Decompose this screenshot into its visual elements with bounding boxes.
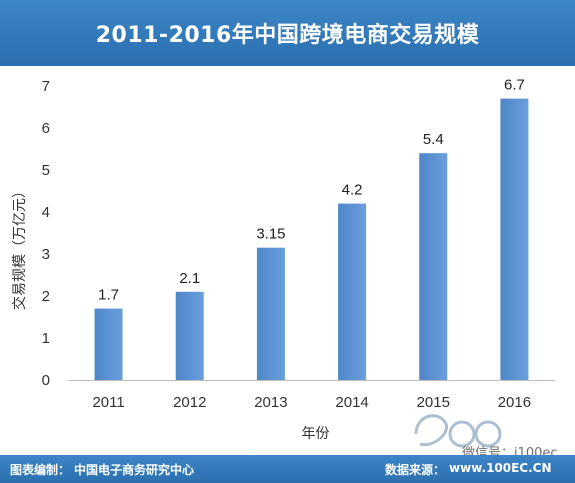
footer-source: 数据来源： www.100EC.CN: [385, 461, 552, 478]
y-tick-label: 4: [42, 204, 50, 221]
title-bar: 2011-2016年中国跨境电商交易规模: [0, 0, 575, 66]
bar-2013: [256, 247, 285, 380]
x-tick-label: 2016: [498, 394, 531, 411]
data-label-2011: 1.7: [98, 287, 119, 304]
x-axis-title: 年份: [302, 426, 330, 442]
bar-2014: [338, 203, 367, 380]
chart-title: 2011-2016年中国跨境电商交易规模: [95, 23, 480, 48]
data-label-2012: 2.1: [179, 270, 200, 287]
data-label-2015: 5.4: [423, 131, 444, 148]
x-tick-label: 2012: [173, 394, 206, 411]
x-tick-label: 2014: [335, 394, 368, 411]
x-tick-label: 2013: [254, 394, 287, 411]
x-tick-label: 2011: [92, 394, 124, 411]
bar-2012: [175, 291, 204, 380]
y-tick-label: 7: [42, 78, 50, 95]
bar-2016: [500, 98, 529, 380]
source-label: 数据来源：: [385, 463, 446, 477]
source-value: www.100EC.CN: [449, 461, 552, 475]
y-axis-title: 交易规模（万亿元）: [11, 184, 28, 310]
footer-credit: 图表编制： 中国电子商务研究中心: [10, 461, 194, 478]
bar-chart: 0 1 2 3 4 5 6 7 1.7 2.1 3.15 4.2 5.4 6.7 2011 2012 201…: [11, 77, 555, 442]
y-tick-label: 5: [42, 162, 50, 179]
bar-2011: [94, 308, 123, 380]
data-label-2013: 3.15: [256, 226, 285, 243]
100ec-logo-icon: [414, 414, 502, 448]
footer-bar: 图表编制： 中国电子商务研究中心 数据来源： www.100EC.CN: [0, 455, 575, 483]
credit-label: 图表编制：: [10, 463, 71, 477]
data-label-2014: 4.2: [342, 182, 363, 199]
y-tick-label: 0: [42, 372, 50, 389]
bar-2015: [419, 153, 448, 380]
y-tick-label: 3: [42, 246, 50, 263]
data-label-2016: 6.7: [504, 77, 525, 94]
y-tick-label: 6: [42, 120, 50, 137]
y-tick-label: 1: [42, 330, 50, 347]
x-tick-label: 2015: [417, 394, 450, 411]
credit-value: 中国电子商务研究中心: [74, 463, 195, 477]
y-tick-label: 2: [42, 288, 50, 305]
